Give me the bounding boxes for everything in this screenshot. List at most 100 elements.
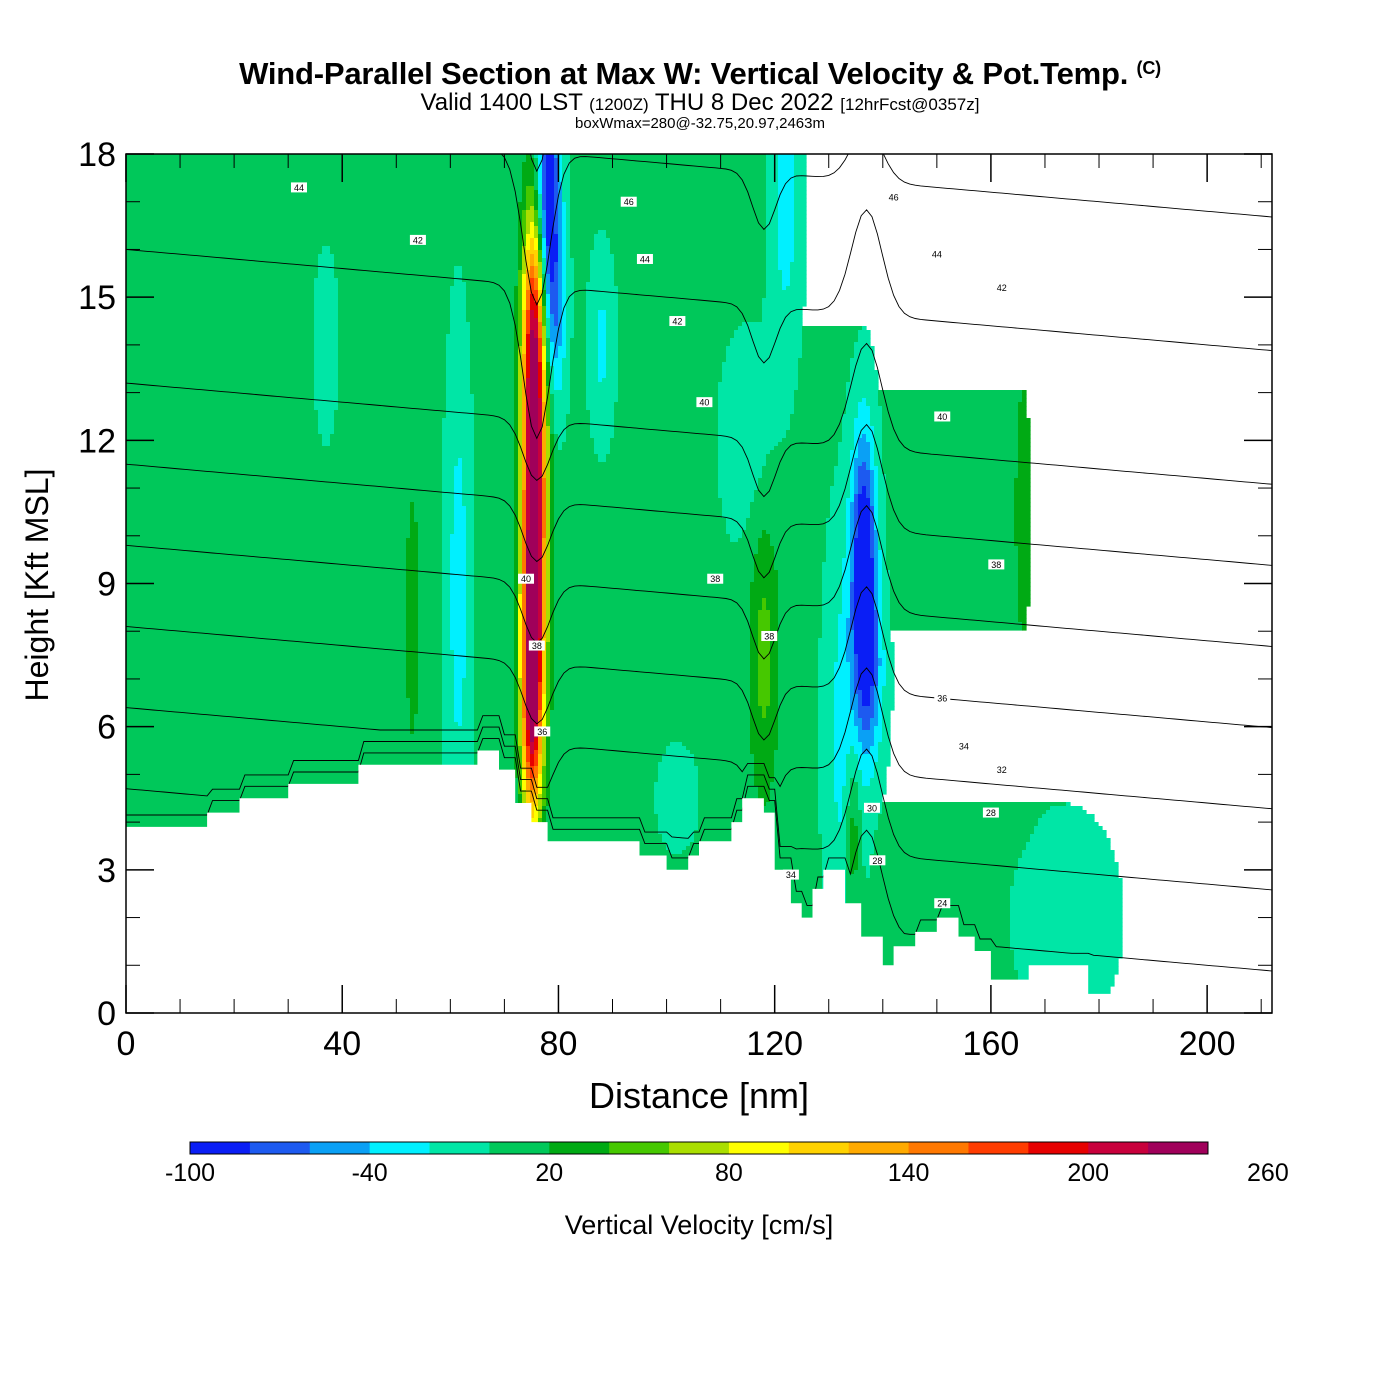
velocity-cell [534, 206, 539, 211]
velocity-cell [842, 570, 851, 575]
velocity-cell [606, 234, 767, 239]
velocity-cell [850, 822, 855, 827]
velocity-cell [338, 318, 451, 323]
velocity-cell [586, 290, 619, 295]
velocity-cell [542, 298, 547, 303]
velocity-cell [314, 350, 339, 355]
velocity-cell [418, 558, 443, 563]
velocity-cell [406, 650, 419, 655]
contour-label: 24 [937, 899, 947, 909]
velocity-cell [538, 266, 543, 271]
velocity-cell [794, 154, 807, 159]
contour-label-bg [696, 397, 713, 408]
velocity-cell [854, 566, 875, 571]
velocity-cell [750, 686, 759, 691]
velocity-cell [598, 362, 607, 367]
velocity-cell [534, 722, 539, 727]
velocity-cell [462, 698, 475, 703]
velocity-cell [574, 334, 587, 339]
velocity-cell [554, 622, 751, 627]
velocity-cell [546, 322, 551, 327]
velocity-cell [778, 646, 819, 651]
velocity-cell [338, 334, 447, 339]
velocity-cell [770, 626, 779, 631]
velocity-cell [718, 430, 787, 435]
velocity-cell [878, 582, 883, 587]
velocity-cell [566, 230, 571, 235]
velocity-cell [554, 218, 559, 223]
velocity-cell [542, 670, 547, 675]
velocity-cell [878, 538, 887, 543]
velocity-cell [526, 314, 531, 319]
velocity-cell [126, 162, 523, 167]
velocity-cell [854, 682, 859, 687]
velocity-cell [842, 418, 855, 423]
velocity-cell [526, 266, 531, 271]
velocity-cell [882, 634, 891, 639]
velocity-cell [794, 198, 807, 203]
velocity-cell [830, 514, 847, 519]
velocity-cell [526, 558, 539, 563]
velocity-cell [542, 710, 547, 715]
velocity-cell [698, 786, 759, 791]
velocity-cell [794, 182, 807, 187]
velocity-cell [618, 366, 723, 371]
velocity-cell [562, 386, 571, 391]
velocity-cell [766, 274, 783, 279]
contour-label: 38 [991, 560, 1001, 570]
velocity-cell [126, 650, 407, 655]
velocity-cell [774, 758, 819, 763]
velocity-cell [542, 586, 547, 591]
velocity-cell [442, 454, 475, 459]
velocity-cell [546, 714, 551, 719]
velocity-cell [774, 778, 819, 783]
velocity-cell [526, 310, 531, 315]
velocity-cell [762, 598, 767, 603]
velocity-cell [550, 358, 563, 363]
velocity-cell [778, 706, 819, 711]
velocity-cell [722, 362, 799, 367]
velocity-cell [530, 330, 535, 335]
velocity-cell [546, 266, 551, 271]
velocity-cell [590, 258, 615, 263]
velocity-cell [526, 770, 531, 775]
velocity-cell [314, 278, 339, 283]
velocity-cell [530, 710, 539, 715]
velocity-cell [558, 354, 567, 359]
velocity-cell [542, 766, 547, 771]
velocity-cell [874, 834, 1031, 839]
velocity-cell [550, 594, 555, 599]
velocity-cell [550, 674, 555, 679]
velocity-cell [790, 282, 807, 287]
velocity-cell [850, 670, 855, 675]
velocity-cell [538, 446, 543, 451]
velocity-cell [778, 614, 823, 619]
velocity-cell [882, 714, 891, 719]
velocity-cell [846, 506, 851, 511]
velocity-cell [526, 390, 531, 395]
velocity-cell [1050, 806, 1083, 811]
velocity-cell [854, 342, 871, 347]
velocity-cell [858, 862, 863, 867]
velocity-cell [842, 790, 851, 795]
velocity-cell [526, 414, 531, 419]
velocity-cell [550, 782, 655, 787]
velocity-cell [126, 646, 407, 651]
velocity-cell [314, 354, 339, 359]
velocity-cell [778, 570, 823, 575]
velocity-cell [562, 202, 567, 207]
velocity-cell [854, 778, 863, 783]
velocity-cell [854, 642, 875, 647]
velocity-cell [474, 694, 515, 699]
velocity-cell [838, 654, 847, 659]
velocity-cell [514, 530, 519, 535]
velocity-cell [454, 522, 467, 527]
velocity-cell [834, 730, 859, 735]
velocity-cell [554, 490, 719, 495]
velocity-cell [406, 546, 419, 551]
velocity-cell [778, 170, 795, 175]
velocity-cell [550, 670, 555, 675]
velocity-cell [442, 762, 475, 767]
velocity-cell [542, 802, 547, 807]
velocity-cell [778, 730, 819, 735]
